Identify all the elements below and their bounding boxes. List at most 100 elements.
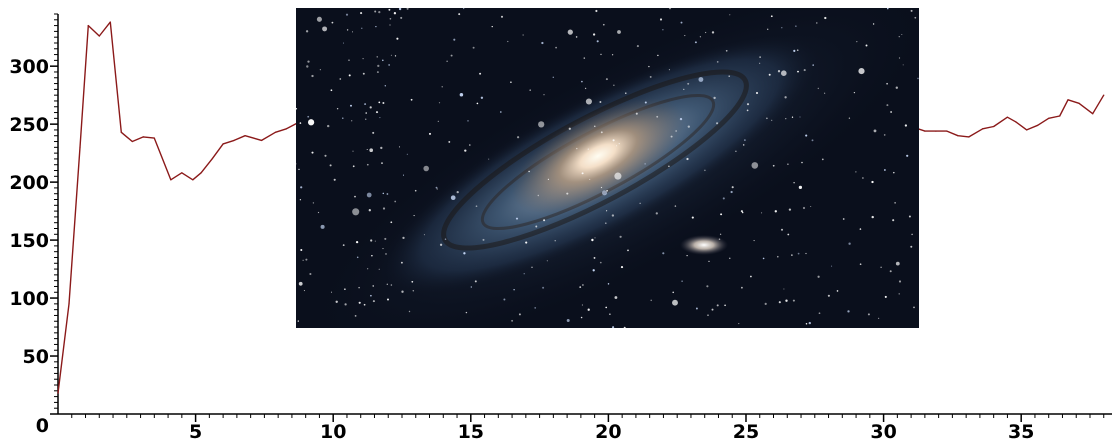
star: [704, 31, 707, 34]
star: [600, 186, 603, 189]
star: [768, 73, 771, 76]
star: [793, 182, 795, 184]
star: [859, 228, 862, 230]
star: [406, 153, 408, 155]
star: [575, 36, 578, 38]
star: [515, 217, 519, 220]
star: [384, 85, 386, 87]
star: [856, 40, 858, 43]
star: [523, 273, 525, 275]
star: [448, 140, 451, 143]
star: [704, 169, 706, 172]
star: [585, 98, 592, 105]
series-line: [57, 21, 1105, 394]
star: [589, 178, 591, 180]
star: [374, 240, 376, 242]
data-point: [244, 135, 246, 137]
star: [759, 62, 761, 64]
star: [592, 33, 596, 36]
star: [476, 102, 479, 105]
star: [463, 8, 465, 10]
y-tick-label: 250: [9, 114, 49, 136]
star: [720, 213, 723, 216]
star: [777, 70, 781, 73]
star: [691, 216, 694, 219]
star: [378, 101, 381, 104]
star: [436, 188, 438, 190]
star: [750, 275, 752, 278]
star: [886, 104, 889, 107]
star: [581, 80, 583, 83]
data-point: [222, 143, 224, 145]
star: [672, 291, 674, 294]
star: [525, 241, 528, 244]
star: [566, 319, 570, 322]
star: [751, 162, 759, 169]
star: [456, 190, 459, 194]
star: [423, 234, 425, 236]
star: [322, 26, 328, 32]
star: [762, 257, 765, 260]
star: [518, 313, 521, 316]
star: [312, 202, 315, 204]
star: [366, 163, 369, 166]
star: [611, 54, 614, 56]
star: [342, 42, 345, 44]
star: [672, 299, 678, 306]
data-point: [170, 179, 172, 181]
star: [423, 165, 429, 172]
star: [482, 238, 485, 241]
star: [729, 257, 731, 259]
star: [707, 314, 709, 316]
star: [324, 154, 327, 157]
star: [398, 8, 402, 11]
star: [567, 29, 573, 35]
data-point: [946, 130, 948, 132]
star: [619, 235, 622, 238]
data-point: [200, 172, 202, 174]
star: [499, 111, 502, 113]
star: [607, 283, 610, 285]
star: [644, 163, 646, 165]
star: [659, 18, 663, 21]
star: [711, 308, 714, 311]
data-point: [957, 135, 959, 137]
star: [376, 71, 379, 74]
star: [831, 265, 833, 267]
star: [344, 303, 347, 306]
star: [753, 240, 755, 242]
star: [372, 131, 375, 134]
star: [867, 313, 870, 316]
star: [683, 88, 685, 91]
star: [609, 313, 611, 315]
star: [787, 233, 790, 236]
star: [605, 78, 608, 81]
star: [706, 285, 709, 288]
star: [472, 46, 475, 49]
star: [303, 290, 305, 292]
star: [625, 92, 627, 94]
star: [686, 254, 688, 257]
star: [668, 165, 670, 168]
star: [880, 266, 882, 268]
star: [764, 302, 767, 305]
star: [366, 148, 368, 151]
star: [649, 75, 652, 78]
star: [593, 256, 596, 259]
star: [898, 36, 900, 38]
star: [354, 195, 356, 198]
star: [400, 261, 403, 264]
star: [382, 207, 386, 210]
star: [362, 57, 364, 60]
star: [465, 311, 468, 314]
star: [877, 317, 880, 320]
star: [474, 280, 477, 283]
star: [305, 30, 309, 33]
star: [848, 117, 851, 119]
star: [606, 210, 608, 212]
star: [595, 9, 598, 13]
star: [662, 29, 664, 31]
star: [348, 59, 350, 61]
star: [817, 275, 820, 278]
star: [386, 283, 388, 285]
